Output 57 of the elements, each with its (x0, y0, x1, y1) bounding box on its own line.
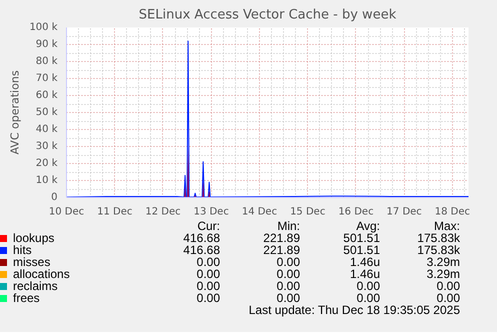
x-tick-label: 10 Dec (48, 206, 84, 218)
text: 221.89 (262, 243, 300, 257)
text: 3.29m (426, 267, 460, 281)
y-tick-label: 70 k (36, 73, 58, 84)
y-axis-title: AVC operations (8, 70, 22, 155)
y-tick-label: 0 (51, 192, 58, 203)
x-tick-label: 13 Dec (194, 206, 229, 218)
y-tick-label: 10 k (36, 175, 58, 186)
text: 1.46u (348, 267, 380, 281)
text: 0.00 (436, 291, 460, 305)
legend-label: hits (12, 243, 32, 257)
text: 501.51 (342, 231, 380, 245)
legend-label: misses (12, 255, 52, 269)
y-tick-label: 60 k (36, 90, 58, 101)
text: Min: (276, 219, 300, 233)
x-tick-label: 12 Dec (145, 206, 181, 218)
text: 175.83k (416, 243, 460, 257)
y-tick-label: 50 k (36, 107, 58, 118)
text: 175.83k (416, 231, 460, 245)
y-tick-label: 30 k (36, 141, 58, 152)
text: 1.46u (348, 255, 380, 269)
x-tick-label: 15 Dec (290, 206, 326, 218)
text: Avg: (355, 219, 380, 233)
text: 0.00 (196, 279, 220, 293)
legend-label: reclaims (12, 279, 59, 293)
text: Cur: (196, 219, 220, 233)
y-tick-label: 100 k (29, 22, 58, 33)
text: 0.00 (276, 267, 300, 281)
text: Max: (432, 219, 460, 233)
text: 416.68 (182, 231, 220, 245)
text: 0.00 (356, 279, 380, 293)
y-tick-label: 80 k (36, 56, 58, 67)
text: 3.29m (426, 255, 460, 269)
x-tick-label: 17 Dec (386, 206, 422, 218)
legend-label: lookups (12, 231, 56, 245)
text: 0.00 (276, 291, 300, 305)
text: 501.51 (342, 243, 380, 257)
text: 0.00 (196, 255, 220, 269)
y-tick-label: 20 k (36, 158, 58, 169)
text: 0.00 (196, 267, 220, 281)
legend-label: allocations (12, 267, 71, 281)
text: 0.00 (436, 279, 460, 293)
text: 0.00 (276, 279, 300, 293)
text: 416.68 (182, 243, 220, 257)
text: 221.89 (262, 231, 300, 245)
text: Last update: Thu Dec 18 19:35:05 2025 (248, 303, 460, 317)
y-tick-label: 40 k (36, 124, 58, 135)
x-tick-label: 16 Dec (338, 206, 374, 218)
text: 0.00 (276, 255, 300, 269)
chart-title: SELinux Access Vector Cache - by week (138, 8, 397, 22)
x-tick-label: 18 Dec (434, 206, 470, 218)
text: 0.00 (356, 291, 380, 305)
text: 0.00 (196, 291, 220, 305)
y-tick-label: 90 k (36, 39, 58, 50)
x-tick-label: 14 Dec (242, 206, 278, 218)
x-tick-label: 11 Dec (97, 206, 132, 218)
legend-label: frees (12, 291, 41, 305)
